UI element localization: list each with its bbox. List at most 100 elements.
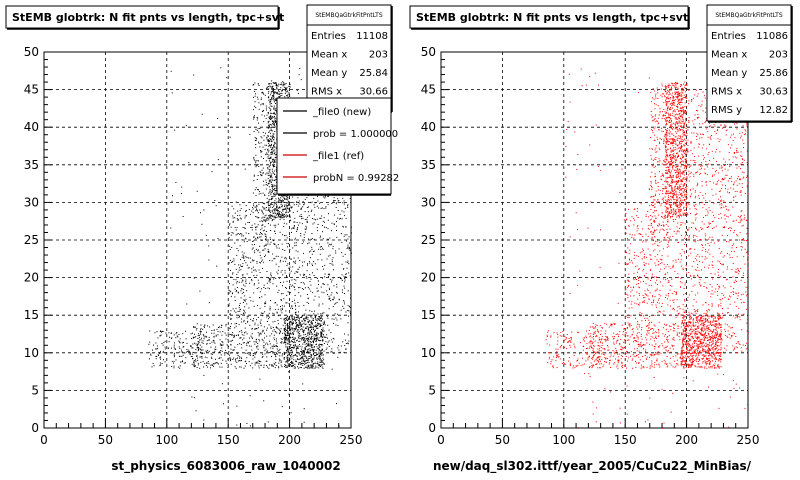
scatter-point	[673, 190, 675, 191]
scatter-point	[319, 237, 321, 239]
scatter-point	[287, 349, 288, 350]
scatter-point	[681, 209, 682, 211]
scatter-point	[266, 329, 268, 331]
scatter-point	[187, 350, 189, 352]
scatter-point	[218, 327, 219, 328]
scatter-point	[259, 233, 261, 235]
scatter-point	[231, 262, 233, 263]
scatter-point	[305, 327, 307, 329]
scatter-point	[171, 347, 172, 349]
scatter-point	[168, 341, 170, 343]
scatter-point	[306, 314, 308, 316]
scatter-point	[321, 334, 323, 336]
scatter-point	[295, 354, 297, 356]
scatter-point	[295, 313, 296, 315]
scatter-point	[673, 140, 675, 142]
scatter-point	[312, 344, 314, 346]
scatter-point	[311, 263, 313, 265]
scatter-point	[345, 339, 346, 341]
scatter-point	[675, 160, 677, 162]
scatter-point	[298, 317, 300, 319]
scatter-point	[286, 350, 288, 352]
scatter-point	[286, 95, 288, 97]
scatter-point	[669, 155, 671, 156]
scatter-point	[287, 352, 289, 354]
scatter-point	[156, 345, 158, 347]
scatter-point	[276, 304, 278, 306]
scatter-point	[278, 207, 280, 208]
scatter-point	[200, 324, 202, 326]
scatter-point	[681, 88, 682, 90]
scatter-point	[261, 137, 263, 139]
scatter-point	[293, 202, 295, 204]
scatter-point	[347, 244, 349, 246]
scatter-point	[325, 336, 327, 338]
scatter-point	[287, 215, 289, 217]
scatter-point	[275, 126, 277, 128]
scatter-point	[198, 347, 200, 349]
scatter-point	[292, 365, 294, 366]
scatter-point	[250, 335, 252, 337]
scatter-point	[291, 318, 293, 320]
scatter-point	[308, 364, 309, 366]
scatter-point	[244, 300, 246, 302]
y-tick-label: 30	[24, 195, 39, 209]
scatter-point	[672, 143, 674, 145]
scatter-point	[673, 156, 675, 158]
scatter-point	[246, 210, 247, 212]
scatter-point	[257, 305, 259, 307]
scatter-point	[319, 202, 321, 204]
scatter-point	[248, 307, 250, 309]
scatter-point	[683, 150, 685, 152]
scatter-point	[242, 227, 244, 228]
scatter-point	[257, 343, 259, 344]
scatter-point	[270, 347, 272, 349]
scatter-point	[323, 330, 325, 332]
scatter-point	[263, 93, 265, 95]
scatter-point	[261, 338, 263, 340]
scatter-point	[286, 265, 288, 266]
scatter-point	[282, 324, 284, 326]
scatter-point	[678, 191, 680, 193]
scatter-point	[677, 117, 679, 119]
scatter-point	[317, 318, 319, 320]
scatter-point	[198, 334, 200, 336]
scatter-point	[251, 362, 253, 364]
scatter-point	[674, 189, 676, 191]
scatter-point	[225, 323, 227, 325]
scatter-point	[219, 366, 221, 368]
scatter-point	[323, 334, 324, 336]
scatter-point	[298, 334, 300, 336]
scatter-point	[350, 232, 352, 234]
scatter-point	[294, 289, 296, 291]
scatter-point	[272, 197, 274, 199]
scatter-point	[230, 343, 232, 345]
scatter-point	[311, 344, 313, 346]
scatter-point	[273, 125, 275, 127]
scatter-point	[686, 166, 688, 168]
scatter-point	[341, 241, 343, 243]
scatter-point	[285, 344, 287, 346]
scatter-point	[274, 188, 275, 190]
scatter-point	[267, 135, 269, 136]
scatter-point	[274, 113, 275, 115]
scatter-point	[296, 347, 297, 349]
scatter-point	[266, 271, 268, 272]
scatter-point	[247, 222, 249, 223]
scatter-point	[269, 288, 270, 290]
scatter-point	[320, 217, 322, 219]
scatter-point	[312, 326, 314, 328]
scatter-point	[678, 216, 680, 217]
scatter-point	[341, 274, 343, 276]
scatter-point	[318, 344, 320, 346]
scatter-point	[274, 154, 276, 156]
scatter-point	[262, 353, 264, 355]
scatter-point	[264, 215, 266, 217]
scatter-point	[685, 203, 687, 205]
scatter-point	[267, 248, 269, 250]
scatter-point	[264, 194, 266, 196]
scatter-point	[272, 212, 274, 214]
scatter-point	[245, 283, 247, 284]
scatter-point	[274, 195, 276, 197]
scatter-point	[668, 108, 670, 110]
